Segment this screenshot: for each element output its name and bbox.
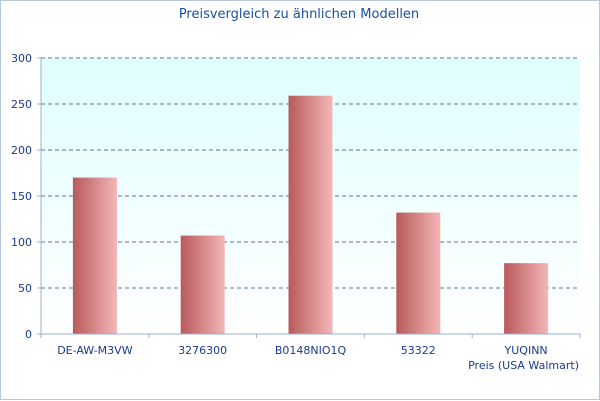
- bar: [288, 95, 333, 334]
- x-axis-categories: DE-AW-M3VW 3276300 B0148NIO1Q 53322 YUQINN: [57, 344, 547, 357]
- y-axis-ticks: 0 50 100 150 200 250 300: [11, 52, 41, 341]
- x-category-label: 3276300: [178, 344, 227, 357]
- bar: [504, 263, 549, 334]
- y-tick-label: 50: [18, 282, 32, 295]
- y-tick-label: 250: [11, 98, 32, 111]
- x-category-label: B0148NIO1Q: [275, 344, 347, 357]
- x-category-label: 53322: [401, 344, 436, 357]
- x-category-label: YUQINN: [504, 344, 548, 357]
- x-category-label: DE-AW-M3VW: [57, 344, 132, 357]
- bar: [396, 212, 441, 334]
- x-axis-label: Preis (USA Walmart): [468, 359, 579, 372]
- y-tick-label: 100: [11, 236, 32, 249]
- y-tick-label: 0: [25, 328, 32, 341]
- bar: [180, 235, 225, 334]
- bars: [72, 95, 549, 334]
- y-tick-label: 150: [11, 190, 32, 203]
- y-tick-label: 200: [11, 144, 32, 157]
- bar: [72, 177, 117, 334]
- y-tick-label: 300: [11, 52, 32, 65]
- chart-title: Preisvergleich zu ähnlichen Modellen: [179, 7, 419, 22]
